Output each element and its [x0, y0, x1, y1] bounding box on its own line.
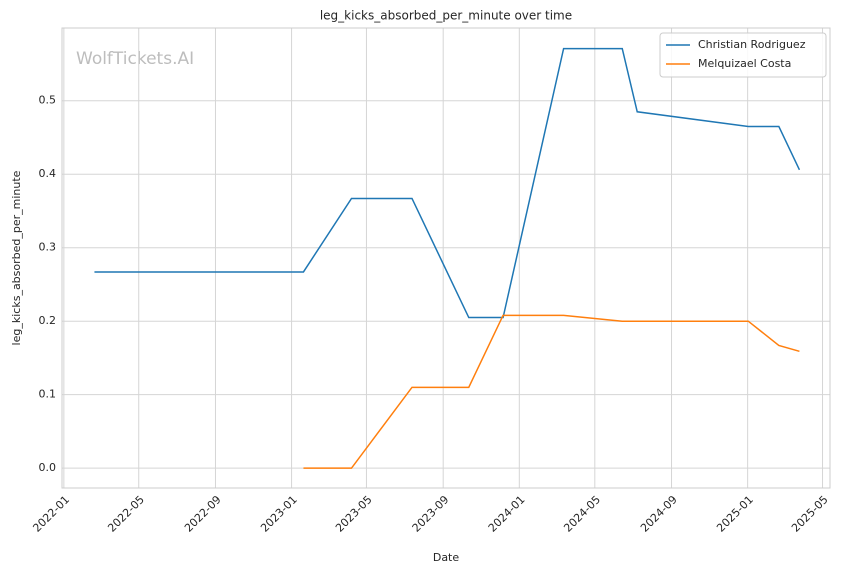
legend-label: Christian Rodriguez: [698, 38, 806, 51]
y-tick-label: 0.1: [39, 388, 57, 401]
y-axis-label: leg_kicks_absorbed_per_minute: [10, 170, 23, 345]
y-tick-label: 0.2: [39, 314, 57, 327]
y-tick-label: 0.4: [39, 167, 57, 180]
x-axis-label: Date: [433, 551, 460, 564]
plot-frame: [61, 27, 831, 489]
line-series: [94, 47, 801, 319]
y-tick-label: 0.0: [39, 461, 57, 474]
line-series: [303, 314, 800, 469]
y-tick-label: 0.5: [39, 94, 57, 107]
watermark: WolfTickets.AI: [76, 49, 194, 69]
chart-title: leg_kicks_absorbed_per_minute over time: [320, 9, 572, 23]
y-tick-label: 0.3: [39, 241, 57, 254]
legend-box: [659, 32, 827, 78]
legend-label: Melquizael Costa: [698, 57, 791, 70]
